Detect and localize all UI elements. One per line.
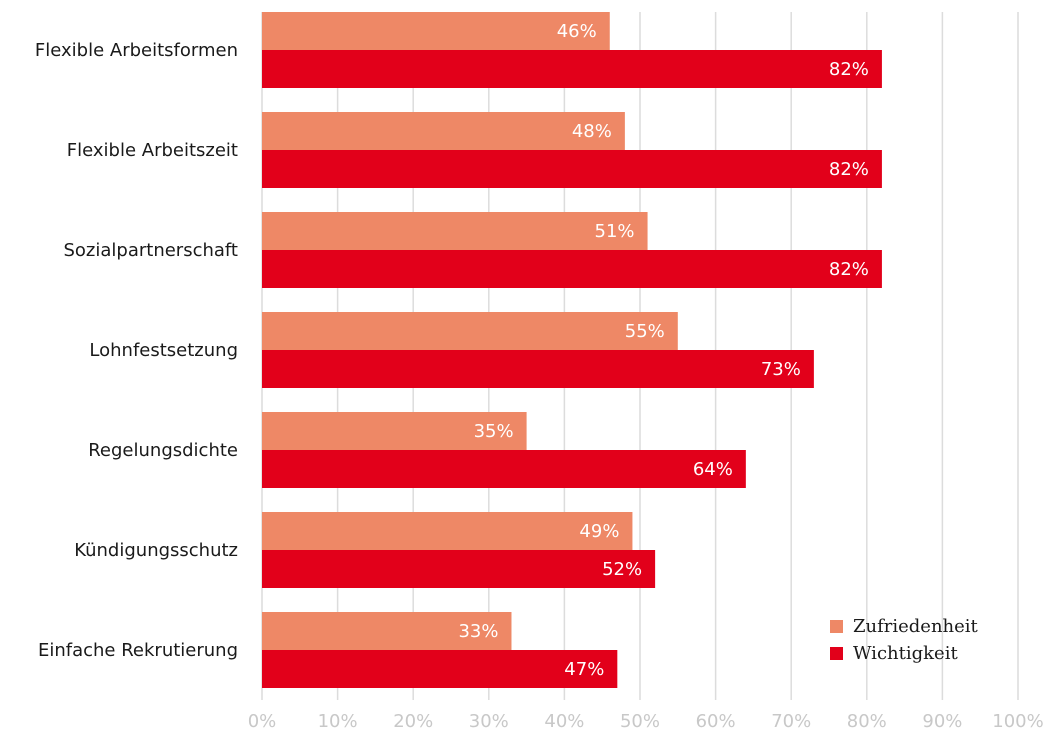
bar-wichtigkeit <box>262 650 618 688</box>
data-label: 49% <box>579 521 619 542</box>
x-tick-label: 10% <box>318 711 358 732</box>
data-label: 73% <box>761 359 801 380</box>
x-tick-label: 40% <box>544 711 584 732</box>
x-tick-label: 90% <box>922 711 962 732</box>
category-label: Sozialpartnerschaft <box>63 240 238 261</box>
category-label: Flexible Arbeitszeit <box>67 140 238 161</box>
data-label: 55% <box>625 321 665 342</box>
category-label: Regelungsdichte <box>88 440 238 461</box>
x-tick-label: 70% <box>771 711 811 732</box>
category-label: Einfache Rekrutierung <box>38 640 238 661</box>
bar-wichtigkeit <box>262 150 882 188</box>
bar-zufriedenheit <box>262 612 512 650</box>
data-label: 35% <box>474 421 514 442</box>
bar-wichtigkeit <box>262 50 882 88</box>
data-label: 52% <box>602 559 642 580</box>
x-tick-label: 80% <box>847 711 887 732</box>
bar-zufriedenheit <box>262 112 625 150</box>
legend-swatch <box>830 620 843 633</box>
data-label: 33% <box>458 621 498 642</box>
category-label: Kündigungsschutz <box>74 540 238 561</box>
x-tick-label: 20% <box>393 711 433 732</box>
legend-label: Wichtigkeit <box>853 643 958 664</box>
bar-wichtigkeit <box>262 250 882 288</box>
x-tick-label: 30% <box>469 711 509 732</box>
bar-zufriedenheit <box>262 412 527 450</box>
legend-label: Zufriedenheit <box>853 616 979 637</box>
data-label: 82% <box>829 59 869 80</box>
category-label: Flexible Arbeitsformen <box>35 40 238 61</box>
bar-zufriedenheit <box>262 12 610 50</box>
bar-zufriedenheit <box>262 512 633 550</box>
bar-wichtigkeit <box>262 550 656 588</box>
bar-wichtigkeit <box>262 450 746 488</box>
legend-swatch <box>830 647 843 660</box>
category-labels: Flexible Arbeitsformen Flexible Arbeitsze… <box>35 40 238 661</box>
data-label: 82% <box>829 259 869 280</box>
data-label: 47% <box>564 659 604 680</box>
category-label: Lohnfestsetzung <box>89 340 238 361</box>
bar-zufriedenheit <box>262 312 678 350</box>
bar-zufriedenheit <box>262 212 648 250</box>
data-label: 48% <box>572 121 612 142</box>
x-tick-label: 60% <box>696 711 736 732</box>
x-tick-label: 0% <box>248 711 277 732</box>
data-label: 46% <box>557 21 597 42</box>
bar-wichtigkeit <box>262 350 814 388</box>
bars: 46% 82% 48% 82% 51% 82% 55% 73% 35% 64% 49% 52% 33% 4… <box>262 12 882 688</box>
legend: Zufriedenheit Wichtigkeit <box>830 616 979 664</box>
data-label: 51% <box>595 221 635 242</box>
x-axis-ticks: 0% 10% 20% 30% 40% 50% 60% 70% 80% 90% 100% <box>248 711 1044 732</box>
x-tick-label: 100% <box>992 711 1043 732</box>
data-label: 82% <box>829 159 869 180</box>
data-label: 64% <box>693 459 733 480</box>
x-tick-label: 50% <box>620 711 660 732</box>
